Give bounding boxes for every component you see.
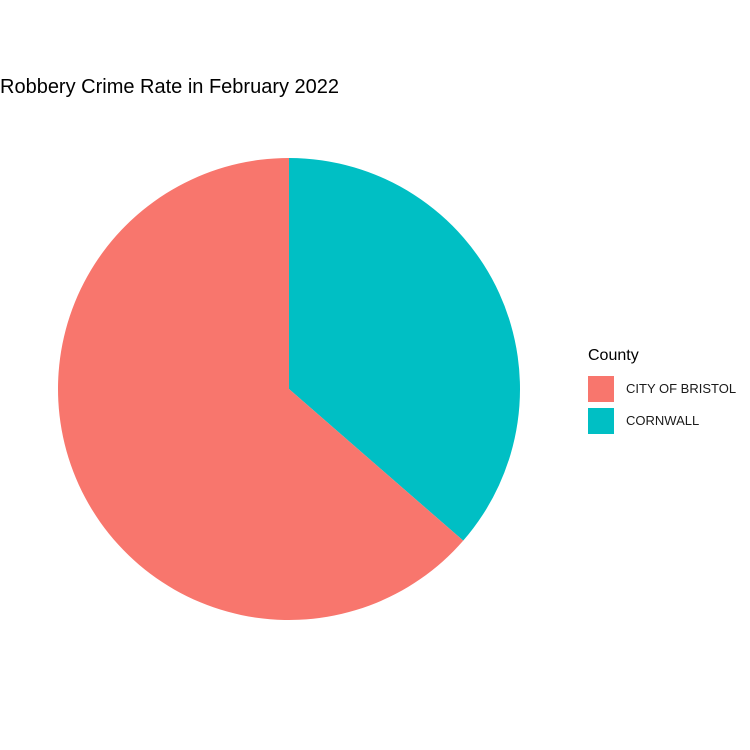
legend-label-cornwall: CORNWALL xyxy=(626,413,700,428)
legend-key-city-of-bristol xyxy=(588,375,614,402)
legend: County CITY OF BRISTOL CORNWALL xyxy=(588,347,736,438)
chart-title: Robbery Crime Rate in February 2022 xyxy=(0,76,340,98)
legend-item-cornwall: CORNWALL xyxy=(588,406,736,435)
pie-slices xyxy=(58,158,520,620)
legend-label-city-of-bristol: CITY OF BRISTOL xyxy=(626,381,737,396)
legend-title: County xyxy=(588,347,639,364)
pie-slice-cornwall xyxy=(289,158,520,541)
legend-item-city-of-bristol: CITY OF BRISTOL xyxy=(588,374,736,403)
legend-key-cornwall xyxy=(588,407,614,434)
pie-slice-city-of-bristol xyxy=(58,158,464,620)
